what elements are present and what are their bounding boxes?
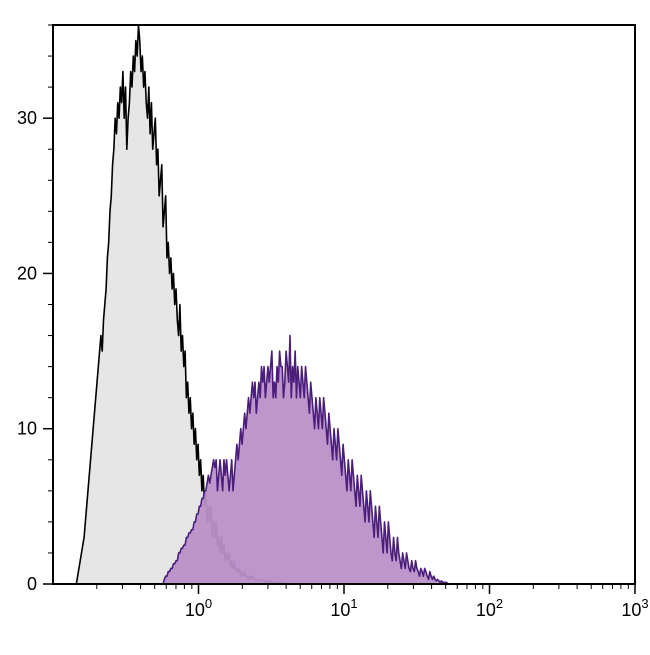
svg-text:0: 0 (27, 574, 37, 594)
svg-text:30: 30 (17, 108, 37, 128)
flow-cytometry-histogram: 0102030100101102103 (0, 0, 650, 655)
chart-svg: 0102030100101102103 (0, 0, 650, 655)
svg-text:20: 20 (17, 263, 37, 283)
svg-text:10: 10 (17, 419, 37, 439)
